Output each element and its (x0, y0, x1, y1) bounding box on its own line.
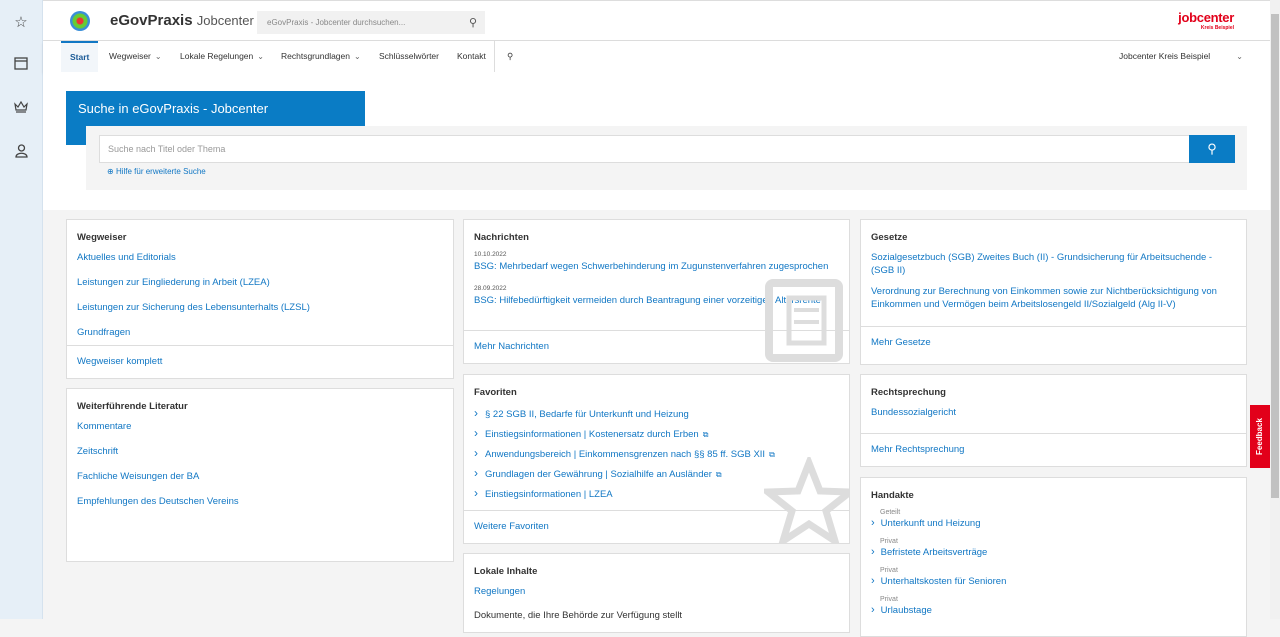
nav-start[interactable]: Start (61, 41, 99, 72)
favoriten-card: Favoriten § 22 SGB II, Bedarfe für Unter… (463, 374, 850, 544)
link[interactable]: Empfehlungen des Deutschen Vereins (77, 496, 239, 507)
handakte-card: Handakte Geteilt Unterkunft und Heizung … (860, 477, 1247, 637)
user-icon[interactable] (12, 144, 30, 162)
card-title: Nachrichten (474, 232, 529, 243)
card-title: Lokale Inhalte (474, 566, 538, 577)
law-link[interactable]: Verordnung zur Berechnung von Einkommen … (871, 286, 1217, 310)
handakte-link[interactable]: Urlaubstage (871, 604, 1236, 616)
nachrichten-card: Nachrichten 10.10.2022 BSG: Mehrbedarf w… (463, 219, 850, 364)
news-link[interactable]: BSG: Mehrbedarf wegen Schwerbehinderung … (474, 261, 829, 272)
favorite-link[interactable]: Anwendungsbereich | Einkommensgrenzen na… (474, 446, 839, 460)
search-icon[interactable]: ⚲ (468, 17, 477, 29)
search-section: Suche in eGovPraxis - Jobcenter Suche na… (43, 72, 1270, 210)
header: eGovPraxis Jobcenter eGovPraxis - Jobcen… (43, 0, 1270, 41)
header-search-placeholder: eGovPraxis - Jobcenter durchsuchen... (267, 18, 406, 27)
law-link[interactable]: Sozialgesetzbuch (SGB) Zweites Buch (II)… (871, 252, 1213, 276)
link[interactable]: Leistungen zur Eingliederung in Arbeit (… (77, 277, 270, 288)
folder-icon[interactable] (12, 57, 30, 75)
card-title: Favoriten (474, 387, 517, 398)
external-link-icon: ⧉ (702, 430, 709, 439)
jobcenter-logo: jobcenter Kreis Beispiel (1178, 10, 1234, 31)
brand-sub: Jobcenter (196, 13, 254, 28)
star-icon[interactable]: ☆ (14, 14, 28, 31)
rechtsprechung-card: Rechtsprechung Bundessozialgericht Mehr … (860, 374, 1247, 467)
court-link[interactable]: Bundessozialgericht (871, 407, 957, 418)
main-search-input[interactable]: Suche nach Titel oder Thema (99, 135, 1190, 163)
gesetze-card: Gesetze Sozialgesetzbuch (SGB) Zweites B… (860, 219, 1247, 365)
handakte-category: Geteilt (880, 509, 901, 516)
handakte-category: Privat (880, 538, 898, 545)
nav-label: Wegweiser (109, 51, 151, 61)
chevron-down-icon: ⌄ (1236, 52, 1243, 61)
handakte-category: Privat (880, 596, 898, 603)
egovpraxis-logo[interactable] (70, 11, 90, 31)
mehr-rechtsprechung-link[interactable]: Mehr Rechtsprechung (861, 433, 1246, 465)
link[interactable]: Fachliche Weisungen der BA (77, 471, 200, 482)
favorite-link[interactable]: § 22 SGB II, Bedarfe für Unterkunft und … (474, 406, 839, 420)
favorite-label: Grundlagen der Gewährung | Sozialhilfe a… (485, 469, 712, 480)
scrollbar[interactable] (1270, 0, 1280, 619)
mehr-nachrichten-link[interactable]: Mehr Nachrichten (464, 330, 849, 362)
link[interactable]: Aktuelles und Editorials (77, 252, 176, 263)
link[interactable]: Grundfragen (77, 327, 131, 338)
lokale-description: Dokumente, die Ihre Behörde zur Verfügun… (474, 610, 683, 621)
lokale-inhalte-card: Lokale Inhalte Regelungen Dokumente, die… (463, 553, 850, 633)
handakte-link[interactable]: Befristete Arbeitsverträge (871, 546, 1236, 558)
feedback-button[interactable]: Feedback (1250, 405, 1270, 468)
nav-wegweiser[interactable]: Wegweiser ⌄ (109, 41, 162, 72)
nav-schluesselwoerter[interactable]: Schlüsselwörter (379, 51, 439, 61)
brand-name: eGovPraxis (110, 12, 193, 29)
handakte-category: Privat (880, 567, 898, 574)
search-button[interactable]: ⚲ (1189, 135, 1235, 163)
card-title: Rechtsprechung (871, 387, 946, 398)
wegweiser-komplett-link[interactable]: Wegweiser komplett (67, 345, 453, 377)
nav-label: Rechtsgrundlagen (281, 51, 350, 61)
favorite-link[interactable]: Einstiegsinformationen | Kostenersatz du… (474, 426, 839, 440)
search-panel: Suche nach Titel oder Thema ⚲ ⊕ Hilfe fü… (86, 126, 1247, 190)
nav-rechtsgrundlagen[interactable]: Rechtsgrundlagen ⌄ (281, 41, 361, 72)
chevron-down-icon: ⌄ (257, 52, 264, 61)
handakte-link[interactable]: Unterkunft und Heizung (871, 517, 1236, 529)
external-link-icon: ⧉ (715, 470, 722, 479)
favorite-label: Einstiegsinformationen | Kostenersatz du… (485, 429, 699, 440)
crown-icon[interactable] (12, 100, 30, 118)
favorite-link[interactable]: Grundlagen der Gewährung | Sozialhilfe a… (474, 466, 839, 480)
header-search-input[interactable]: eGovPraxis - Jobcenter durchsuchen... ⚲ (257, 11, 485, 34)
news-date: 28.09.2022 (474, 285, 507, 292)
wegweiser-card: Wegweiser Aktuelles und Editorials Leist… (66, 219, 454, 379)
help-label: Hilfe für erweiterte Suche (115, 167, 206, 176)
news-date: 10.10.2022 (474, 251, 507, 258)
chevron-down-icon: ⌄ (354, 52, 361, 61)
sidebar: ☆ (0, 0, 43, 619)
regelungen-link[interactable]: Regelungen (474, 586, 526, 597)
scrollbar-thumb[interactable] (1271, 14, 1279, 498)
handakte-link[interactable]: Unterhaltskosten für Senioren (871, 575, 1236, 587)
nav-lokale-regelungen[interactable]: Lokale Regelungen ⌄ (180, 41, 264, 72)
nav-search-icon[interactable]: ⚲ (494, 41, 513, 72)
card-title: Weiterführende Literatur (77, 401, 188, 412)
card-title: Gesetze (871, 232, 908, 243)
literatur-card: Weiterführende Literatur Kommentare Zeit… (66, 388, 454, 562)
favorite-label: Anwendungsbereich | Einkommensgrenzen na… (485, 449, 766, 460)
link[interactable]: Zeitschrift (77, 446, 119, 457)
account-name: Jobcenter Kreis Beispiel (1119, 51, 1211, 61)
jobcenter-logo-text: jobcenter (1178, 10, 1234, 25)
card-title: Wegweiser (77, 232, 127, 243)
jobcenter-logo-sub: Kreis Beispiel (1200, 25, 1234, 31)
card-title: Handakte (871, 490, 914, 501)
link[interactable]: Leistungen zur Sicherung des Lebensunter… (77, 302, 310, 313)
account-dropdown[interactable]: Jobcenter Kreis Beispiel ⌄ (1119, 41, 1243, 72)
news-link[interactable]: BSG: Hilfebedürftigkeit vermeiden durch … (474, 295, 821, 306)
nav-label: Lokale Regelungen (180, 51, 254, 61)
favorite-link[interactable]: Einstiegsinformationen | LZEA (474, 486, 839, 500)
nav-kontakt[interactable]: Kontakt (457, 51, 486, 61)
chevron-down-icon: ⌄ (154, 52, 162, 61)
advanced-search-help-link[interactable]: ⊕ Hilfe für erweiterte Suche (107, 167, 206, 176)
link[interactable]: Kommentare (77, 421, 132, 432)
brand[interactable]: eGovPraxis Jobcenter (110, 12, 254, 29)
weitere-favoriten-link[interactable]: Weitere Favoriten (464, 510, 849, 542)
mehr-gesetze-link[interactable]: Mehr Gesetze (861, 326, 1246, 358)
external-link-icon: ⧉ (769, 450, 775, 459)
main-nav: Start Wegweiser ⌄ Lokale Regelungen ⌄ Rech… (43, 41, 1270, 72)
